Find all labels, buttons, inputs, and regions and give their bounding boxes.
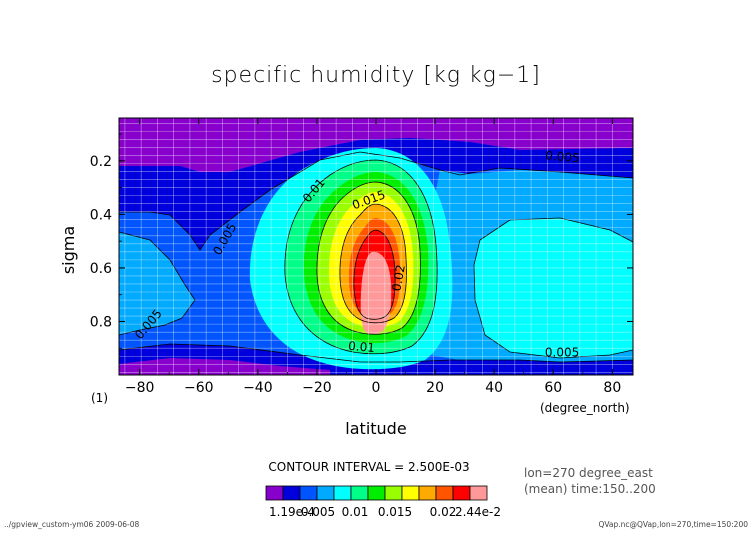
contour-label: 0.02 [389, 264, 407, 293]
colorbar-swatch [316, 485, 335, 501]
colorbar-swatch [265, 485, 284, 501]
colorbar: 1.19e-40.005 0.01 0.015 0.022.44e-2 [265, 485, 501, 519]
colorbar-swatch [418, 485, 437, 501]
y-tick-label: 0.2 [90, 154, 112, 170]
grid-lines [119, 118, 633, 375]
y-tick-label: 0.6 [90, 261, 112, 277]
chart-title: specific humidity [kg kg−1] [211, 63, 541, 88]
colorbar-swatch [350, 485, 369, 501]
level-left-light-region [119, 232, 195, 335]
level-core-max [360, 251, 392, 335]
y-axis: 0.2 0.4 0.6 0.8 [90, 133, 633, 376]
colorbar-label: 2.44e-2 [455, 505, 501, 519]
x-axis: −80 −60 −40 −20 0 20 40 60 80 [125, 118, 621, 396]
colorbar-swatch [282, 485, 301, 501]
level-bottom-purple-band [119, 358, 330, 375]
contour-label: 0.01 [348, 339, 376, 355]
info-line-1: lon=270 degree_east [524, 466, 653, 480]
info-line-2: (mean) time:150..200 [524, 482, 656, 496]
level-right-cyan-region [474, 218, 633, 358]
level-upper-dark-band [119, 138, 633, 250]
colorbar-swatch [401, 485, 420, 501]
colorbar-swatch [333, 485, 352, 501]
contour-label: 0.005 [545, 345, 579, 359]
x-tick-label: −60 [184, 380, 214, 396]
y-tick-label: 0.4 [90, 207, 112, 223]
x-tick-label: −40 [243, 380, 273, 396]
colorbar-swatch [299, 485, 318, 501]
colorbar-label: 0.015 [378, 505, 412, 519]
x-axis-units: (degree_north) [540, 401, 630, 415]
x-tick-label: 80 [603, 380, 621, 396]
footer-left: ../gpview_custom-ym06 2009-06-08 [4, 520, 140, 529]
colorbar-swatch [435, 485, 454, 501]
contour-label: 0.005 [545, 148, 580, 165]
x-tick-label: 0 [372, 380, 381, 396]
colorbar-swatch [469, 485, 488, 501]
footer-right: QVap.nc@QVap,lon=270,time=150:200 [598, 520, 748, 529]
contour-interval-text: CONTOUR INTERVAL = 2.500E-03 [268, 460, 469, 474]
contour-fill-layer [119, 118, 633, 375]
colorbar-swatch [384, 485, 403, 501]
x-tick-label: −20 [302, 380, 332, 396]
colorbar-swatch [367, 485, 386, 501]
colorbar-swatch [452, 485, 471, 501]
contour-lines [119, 151, 633, 363]
x-axis-label: latitude [345, 419, 406, 438]
y-axis-id: (1) [91, 391, 108, 405]
x-tick-label: 20 [426, 380, 444, 396]
colorbar-label: 0.01 [342, 505, 369, 519]
y-tick-label: 0.8 [90, 314, 112, 330]
colorbar-label: 0.005 [301, 505, 335, 519]
x-tick-label: −80 [125, 380, 155, 396]
colorbar-label: 1.19e-4 [269, 505, 315, 519]
x-tick-label: 60 [544, 380, 562, 396]
colorbar-label: 0.02 [430, 505, 457, 519]
x-tick-label: 40 [485, 380, 503, 396]
y-axis-label: sigma [59, 226, 78, 274]
